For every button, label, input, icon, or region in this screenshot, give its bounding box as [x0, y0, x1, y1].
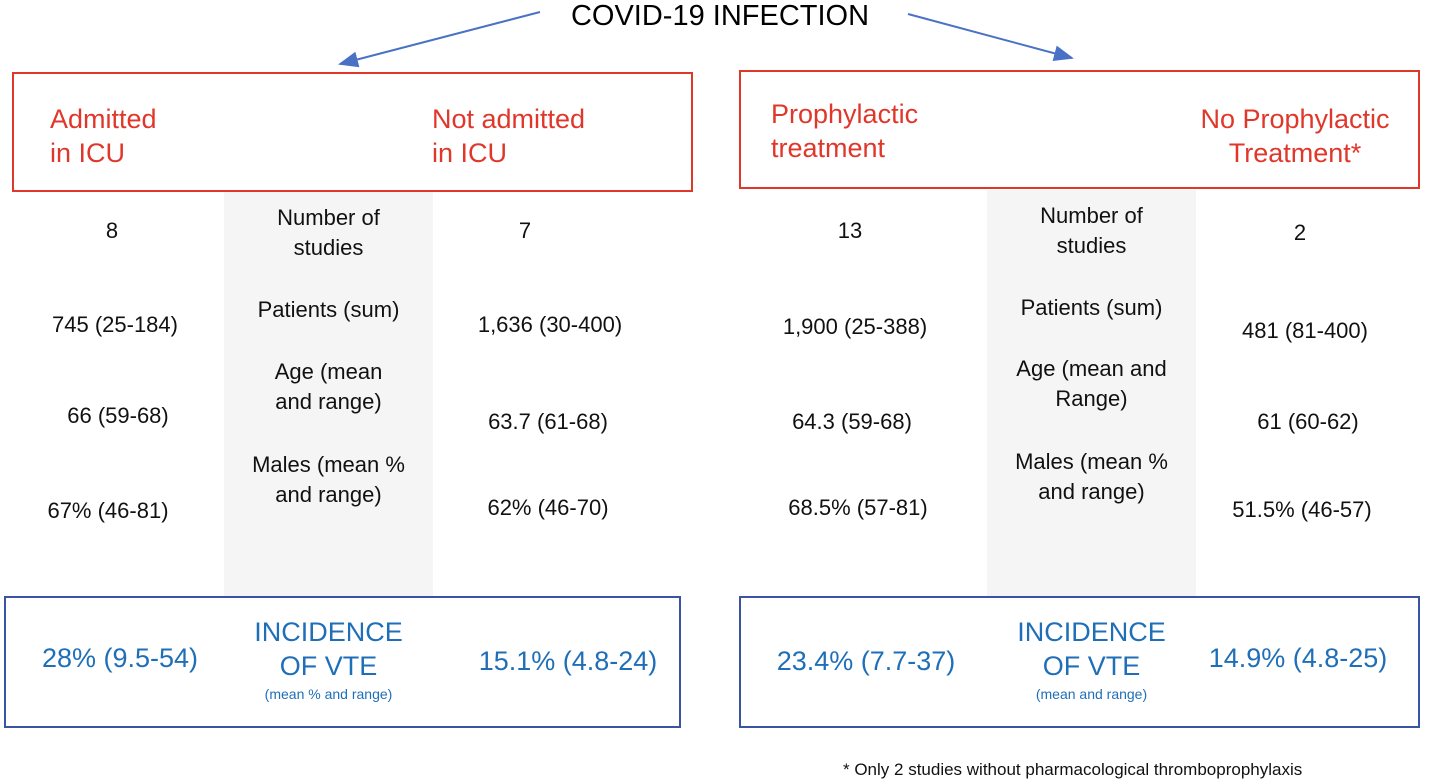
left-incidence-a: 28% (9.5-54) — [41, 643, 199, 673]
right-incidence-a: 23.4% (7.7-37) — [776, 646, 956, 676]
left-group-header-box — [12, 72, 693, 192]
right-a-males: 68.5% (57-81) — [788, 495, 928, 520]
left-b-age: 63.7 (61-68) — [488, 409, 608, 434]
left-a-studies: 8 — [105, 218, 119, 243]
right-incidence-subtitle: (mean and range) — [1035, 686, 1148, 702]
left-incidence-title: INCIDENCE OF VTE — [254, 617, 403, 681]
left-b-patients: 1,636 (30-400) — [477, 312, 623, 337]
right-b-males: 51.5% (46-57) — [1232, 497, 1372, 522]
right-b-patients: 481 (81-400) — [1242, 318, 1368, 343]
left-label-age: Age (mean and range) — [274, 359, 383, 414]
right-a-studies: 13 — [837, 218, 863, 243]
right-label-studies: Number of studies — [1040, 203, 1143, 258]
diagram-title: COVID-19 INFECTION — [570, 0, 870, 32]
left-label-males: Males (mean % and range) — [252, 452, 405, 507]
left-a-patients: 745 (25-184) — [52, 312, 178, 337]
right-incidence-b: 14.9% (4.8-25) — [1208, 643, 1388, 673]
left-incidence-b: 15.1% (4.8-24) — [478, 646, 658, 676]
right-group-a-label: Prophylactic treatment — [771, 99, 919, 163]
right-group-b-label: No Prophylactic Treatment* — [1200, 104, 1390, 168]
left-incidence-box — [4, 596, 681, 728]
right-incidence-title: INCIDENCE OF VTE — [1017, 617, 1166, 681]
left-group-b-label: Not admitted in ICU — [432, 104, 586, 168]
right-incidence-box — [739, 596, 1420, 728]
right-label-age: Age (mean and Range) — [1016, 356, 1167, 411]
left-label-patients: Patients (sum) — [257, 297, 400, 322]
left-incidence-subtitle: (mean % and range) — [264, 686, 393, 702]
branch-arrows — [338, 11, 1074, 68]
right-group-header-box — [739, 70, 1420, 189]
right-b-studies: 2 — [1293, 220, 1307, 245]
left-a-males: 67% (46-81) — [47, 498, 169, 523]
left-b-studies: 7 — [518, 218, 532, 243]
right-label-patients: Patients (sum) — [1020, 295, 1163, 320]
arrow-right — [907, 13, 1074, 62]
left-label-studies: Number of studies — [277, 205, 380, 260]
right-a-age: 64.3 (59-68) — [792, 409, 912, 434]
left-b-males: 62% (46-70) — [487, 495, 609, 520]
left-label-band — [224, 192, 433, 596]
footnote: * Only 2 studies without pharmacological… — [843, 760, 1303, 779]
right-b-age: 61 (60-62) — [1257, 409, 1359, 434]
left-a-age: 66 (59-68) — [67, 403, 169, 428]
left-group-a-label: Admitted in ICU — [50, 104, 157, 168]
right-label-band — [987, 190, 1196, 596]
right-a-patients: 1,900 (25-388) — [782, 314, 928, 339]
right-label-males: Males (mean % and range) — [1015, 449, 1168, 504]
arrow-left — [338, 11, 541, 68]
